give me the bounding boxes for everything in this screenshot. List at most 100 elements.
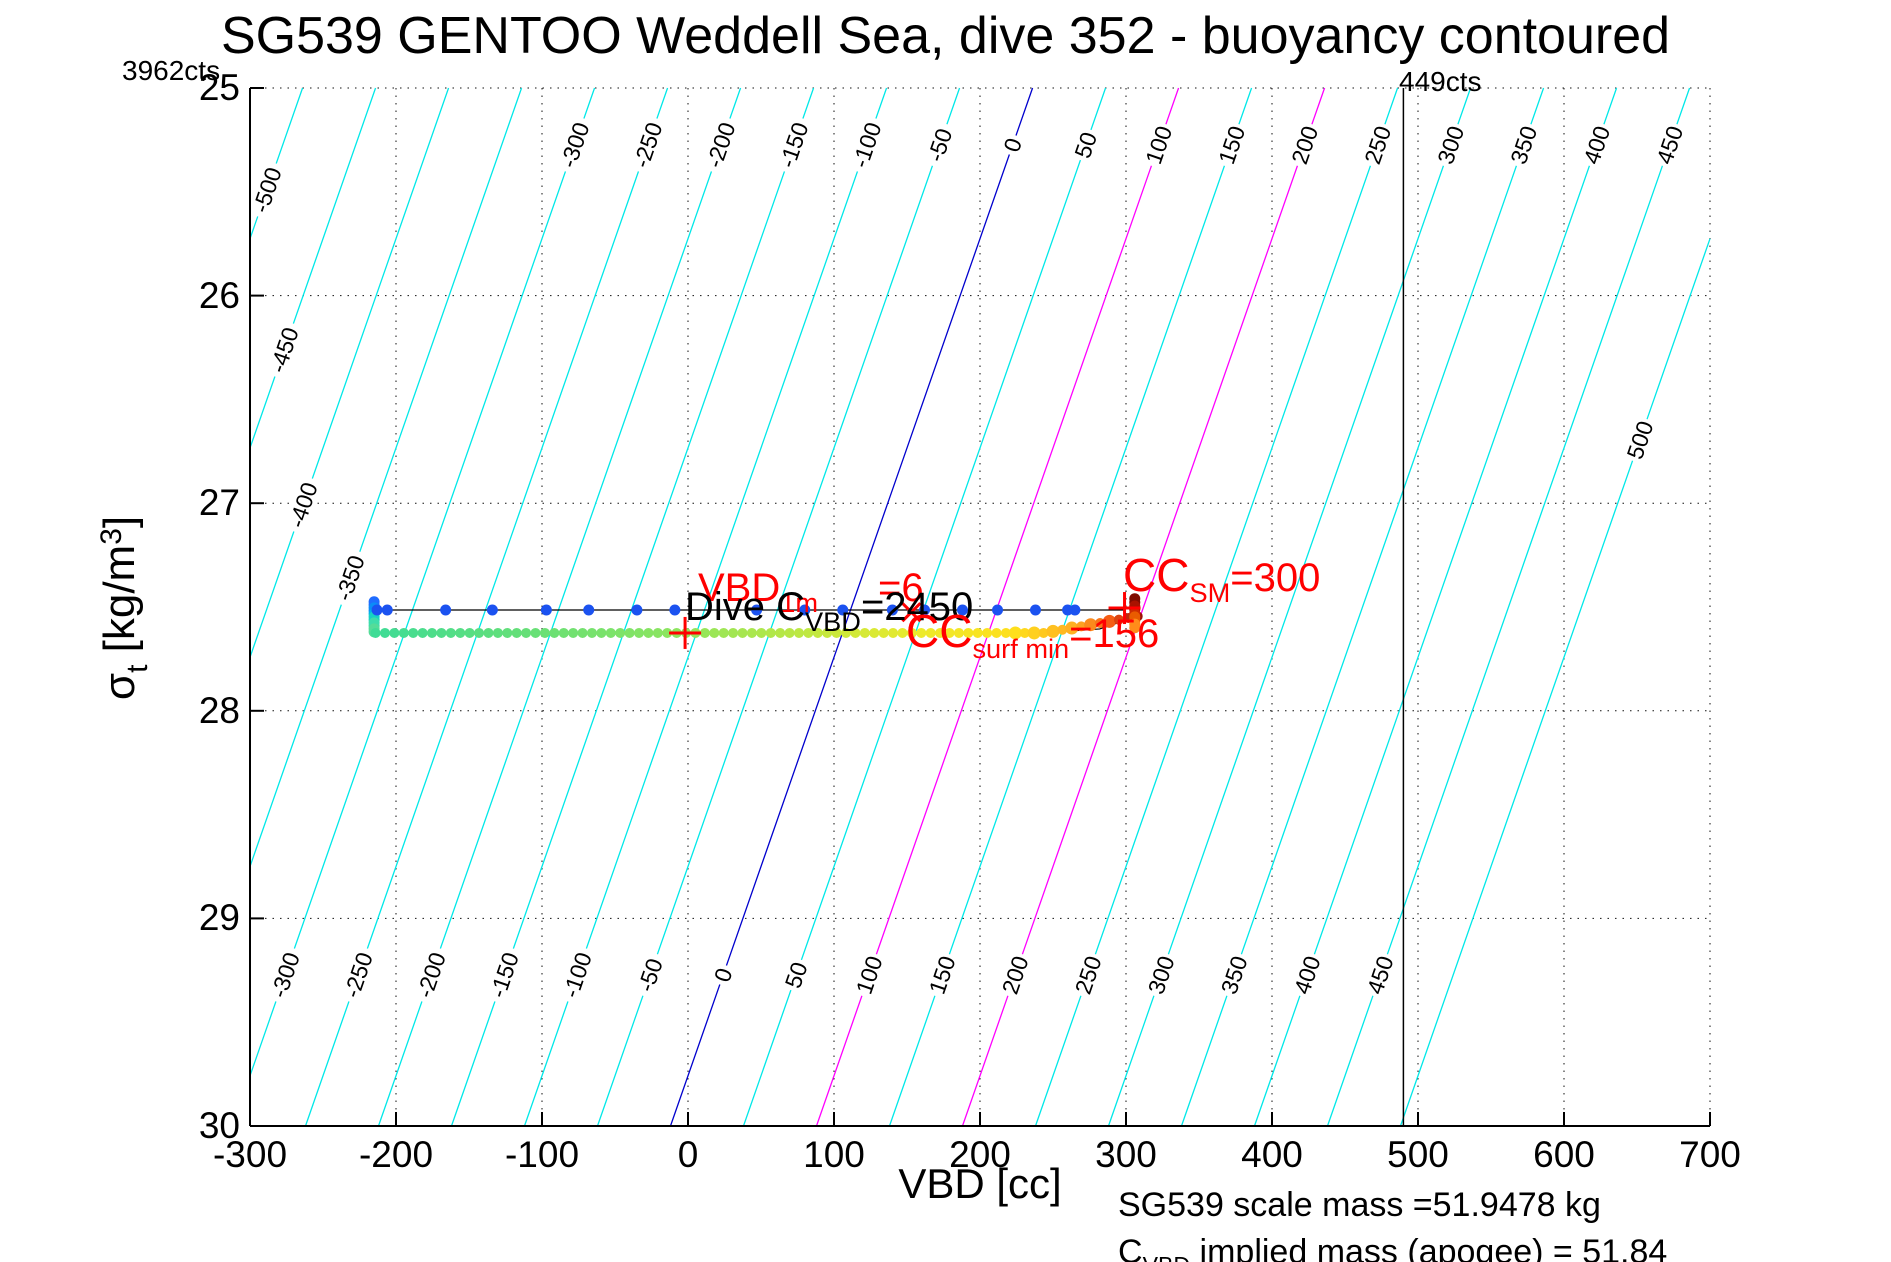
contour-label: -150 xyxy=(772,114,816,176)
contour-label-bg xyxy=(626,114,670,176)
contour-label: -400 xyxy=(281,474,325,536)
climb-dot xyxy=(389,627,400,638)
contour-label-text: -450 xyxy=(264,324,304,376)
climb-dot xyxy=(379,627,390,638)
climb-dot xyxy=(615,627,626,638)
climb-dot xyxy=(1095,618,1106,629)
y-tick-label: 28 xyxy=(198,689,240,731)
contour-label-bg xyxy=(845,114,889,176)
contour-label-text: 100 xyxy=(851,953,888,998)
climb-dot xyxy=(925,627,936,638)
contour-label: 300 xyxy=(1141,949,1181,1001)
contour-label-bg xyxy=(1068,125,1104,165)
contour-label-bg xyxy=(920,119,960,171)
x-tick-label: 300 xyxy=(1095,1134,1157,1175)
contour-label: -450 xyxy=(262,319,306,381)
climb-dot xyxy=(634,627,645,638)
contour-label-bg xyxy=(1650,119,1690,171)
contour-label-text: 300 xyxy=(1432,123,1469,168)
contour-label-bg xyxy=(995,949,1035,1001)
climb-dot xyxy=(502,627,513,638)
contour-label-text: 150 xyxy=(924,953,961,998)
climb-dot xyxy=(596,627,607,638)
y-tick-label: 27 xyxy=(198,482,240,524)
dive-dot xyxy=(1029,604,1041,616)
contour-label: 50 xyxy=(778,955,814,995)
contour-label: 400 xyxy=(1287,949,1327,1001)
climb-dot xyxy=(888,627,899,638)
climb-dot xyxy=(1038,627,1049,638)
contour-label: 300 xyxy=(1431,119,1471,171)
x-marker xyxy=(901,602,922,623)
annotation-cc-surf-min: CCsurf min=156 xyxy=(906,604,1160,664)
annotation-cc-surf-min-sub: surf min xyxy=(972,633,1070,665)
climb-dot xyxy=(765,627,776,638)
contour-line--300 xyxy=(249,87,596,1076)
dive-dot xyxy=(381,604,393,616)
climb-dot xyxy=(577,627,588,638)
x-tick-label: 500 xyxy=(1387,1134,1449,1175)
annotation-vbd-1m-main: VBD xyxy=(698,566,781,610)
dive-dot xyxy=(583,604,595,616)
contour-label-bg xyxy=(328,547,372,609)
climb-dot xyxy=(991,627,1002,638)
contour-label-text: -250 xyxy=(628,119,668,171)
contour-label: 50 xyxy=(1068,125,1104,165)
climb-dot xyxy=(1019,627,1030,638)
contour-label-text: -150 xyxy=(774,119,814,171)
contour-label: -100 xyxy=(845,114,889,176)
contour-label-text: -200 xyxy=(411,949,451,1001)
x-tick-label: 700 xyxy=(1679,1134,1741,1175)
contour-label: 250 xyxy=(1068,949,1108,1001)
climb-dot xyxy=(1113,614,1124,625)
climb-dot xyxy=(1065,621,1079,635)
contour-label-bg xyxy=(1360,949,1400,1001)
contour-label-bg xyxy=(707,961,739,989)
contour-label-text: -250 xyxy=(338,949,378,1001)
contour-label-text: 450 xyxy=(1651,123,1688,168)
annotation-cc-surf-min-main: CC xyxy=(906,605,973,657)
contour-label-bg xyxy=(281,474,325,536)
climb-dot xyxy=(841,627,852,638)
climb-dot xyxy=(662,627,673,638)
contour-label: -250 xyxy=(336,944,380,1006)
y-tick-label: 26 xyxy=(198,274,240,316)
climb-dot xyxy=(982,627,993,638)
contour-label: -350 xyxy=(328,547,372,609)
contour-label: 0 xyxy=(997,131,1029,159)
climb-dot xyxy=(737,627,748,638)
annotation-dive-cvbd-value: =2450 xyxy=(860,585,974,629)
contour-label-bg xyxy=(778,955,814,995)
y-tick-label: 29 xyxy=(198,897,240,939)
contour-label-bg xyxy=(1141,949,1181,1001)
contour-label-bg xyxy=(1431,119,1471,171)
dive-dot xyxy=(956,604,968,616)
climb-dot xyxy=(878,627,889,638)
climb-dot xyxy=(699,627,710,638)
contour-label: 350 xyxy=(1504,119,1544,171)
contour-line-500 xyxy=(1399,238,1711,1127)
contour-label-bg xyxy=(555,944,599,1006)
climb-dot xyxy=(530,627,541,638)
contour-label: 150 xyxy=(1212,119,1252,171)
climb-dot xyxy=(775,627,786,638)
contour-label-bg xyxy=(1287,949,1327,1001)
x-tick-label: 200 xyxy=(949,1134,1011,1175)
climb-dot xyxy=(539,627,550,638)
x-tick-label: 600 xyxy=(1533,1134,1595,1175)
contour-line--350 xyxy=(249,87,523,867)
climb-dot xyxy=(812,627,823,638)
contour-line-0 xyxy=(669,87,1034,1127)
climb-dot xyxy=(652,627,663,638)
y-units-close: ] xyxy=(95,515,144,529)
climb-dot xyxy=(417,627,428,638)
contour-label: 150 xyxy=(922,949,962,1001)
annotation-cc-surf-min-value: =156 xyxy=(1069,612,1160,656)
contour-label-bg xyxy=(922,949,962,1001)
contour-label: -150 xyxy=(482,944,526,1006)
contour-label-bg xyxy=(1620,414,1660,466)
contour-line--450 xyxy=(249,87,377,449)
contour-label: 200 xyxy=(995,949,1035,1001)
contour-label-text: 400 xyxy=(1289,953,1326,998)
